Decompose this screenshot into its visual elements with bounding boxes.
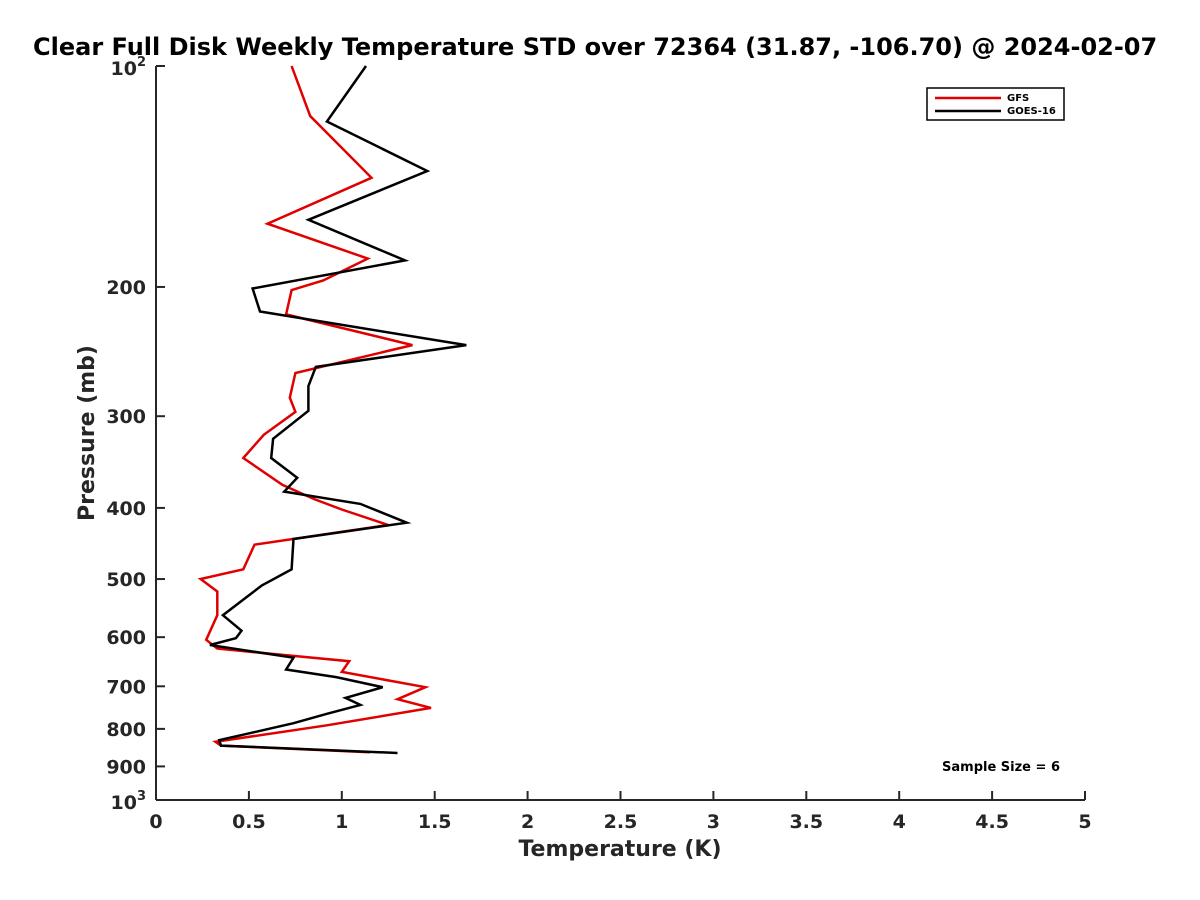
x-tick-label: 1.5 [418, 811, 452, 833]
y-tick-label: 200 [106, 277, 146, 299]
x-tick-label: 4 [893, 811, 906, 833]
x-tick-label: 3.5 [789, 811, 823, 833]
chart-title: Clear Full Disk Weekly Temperature STD o… [33, 33, 1157, 61]
x-tick-label: 0.5 [232, 811, 266, 833]
x-tick-label: 2 [521, 811, 534, 833]
legend-label-gfs: GFS [1007, 93, 1029, 104]
y-tick-label: 800 [106, 719, 146, 741]
x-tick-label: 5 [1078, 811, 1091, 833]
legend-label-goes16: GOES-16 [1007, 106, 1056, 117]
legend: GFS GOES-16 [926, 87, 1065, 121]
x-tick-label: 1 [335, 811, 348, 833]
y-tick-label: 300 [106, 406, 146, 428]
x-axis-label: Temperature (K) [518, 837, 721, 862]
series-line-gfs [197, 65, 432, 754]
y-tick-label: 500 [106, 569, 146, 591]
y-axis-label: Pressure (mb) [75, 345, 100, 521]
series-layer [197, 65, 467, 755]
y-tick-label: 900 [106, 756, 146, 778]
y-tick-label: 103 [111, 789, 147, 814]
legend-box [926, 87, 1065, 121]
y-tick-label: 700 [106, 676, 146, 698]
x-tick-label: 0 [149, 811, 162, 833]
sample-size-annotation: Sample Size = 6 [942, 760, 1060, 775]
x-tick-label: 4.5 [975, 811, 1009, 833]
x-tick-label: 3 [707, 811, 720, 833]
y-tick-label: 600 [106, 627, 146, 649]
y-tick-label: 400 [106, 498, 146, 520]
series-line-goes16 [209, 65, 467, 755]
x-tick-label: 2.5 [604, 811, 638, 833]
y-tick-label: 102 [111, 55, 147, 80]
axes-layer: 0 0.5 1 1.5 2 2.5 3 3.5 4 4.5 5 102 200 300 400 500 600 7… [106, 55, 1091, 833]
